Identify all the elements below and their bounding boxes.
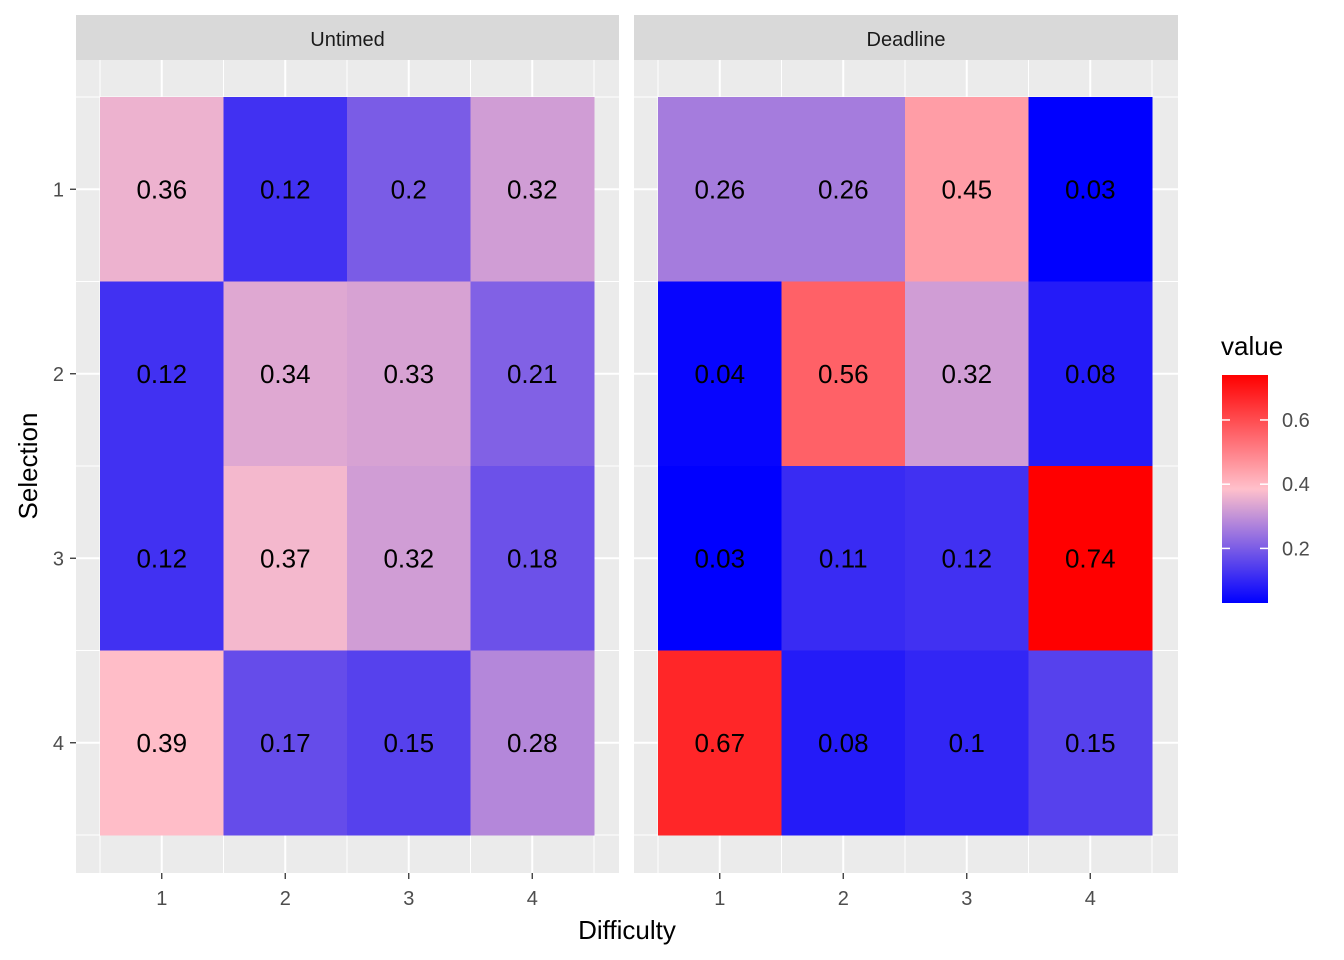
legend-tick-label: 0.6 bbox=[1282, 410, 1310, 432]
heatmap-cell-deadline-r2-c3 bbox=[905, 281, 1029, 467]
heatmap-cell-deadline-r1-c1 bbox=[658, 97, 782, 282]
heatmap-cell-deadline-r3-c4 bbox=[1028, 466, 1153, 651]
cell-value-label: 0.39 bbox=[136, 728, 187, 758]
cell-value-label: 0.36 bbox=[136, 174, 187, 204]
facet-strip-1 bbox=[634, 15, 1178, 60]
cell-value-label: 0.15 bbox=[383, 728, 434, 758]
heatmap-cell-deadline-r4-c3 bbox=[905, 650, 1029, 836]
cell-value-label: 0.32 bbox=[507, 174, 558, 204]
y-tick-label-1: 1 bbox=[53, 179, 64, 201]
cell-value-label: 0.04 bbox=[694, 359, 745, 389]
cell-value-label: 0.1 bbox=[949, 728, 985, 758]
heatmap-cell-deadline-r2-c1 bbox=[658, 281, 782, 467]
cell-value-label: 0.26 bbox=[694, 174, 745, 204]
y-tick-label-2: 2 bbox=[53, 364, 64, 386]
x-tick-label-3: 3 bbox=[961, 888, 972, 910]
cell-value-label: 0.12 bbox=[136, 359, 187, 389]
cell-value-label: 0.17 bbox=[260, 728, 311, 758]
y-tick-label-4: 4 bbox=[53, 733, 64, 755]
cell-value-label: 0.03 bbox=[694, 543, 745, 573]
heatmap-cell-untimed-r2-c2 bbox=[223, 281, 348, 467]
heatmap-cell-untimed-r3-c4 bbox=[470, 466, 595, 651]
x-tick-label-1: 1 bbox=[714, 888, 725, 910]
heatmap-cell-deadline-r1-c4 bbox=[1028, 97, 1153, 282]
x-tick-label-2: 2 bbox=[838, 888, 849, 910]
heatmap-cell-untimed-r3-c1 bbox=[100, 466, 224, 651]
heatmap-cell-deadline-r3-c3 bbox=[905, 466, 1029, 651]
cell-value-label: 0.11 bbox=[819, 543, 868, 573]
legend-tick-label: 0.4 bbox=[1282, 474, 1310, 496]
cell-value-label: 0.37 bbox=[260, 543, 311, 573]
legend-tick-label: 0.2 bbox=[1282, 538, 1310, 560]
cell-value-label: 0.26 bbox=[818, 174, 869, 204]
cell-value-label: 0.12 bbox=[136, 543, 187, 573]
cell-value-label: 0.32 bbox=[383, 543, 434, 573]
x-axis-title: Difficulty bbox=[578, 915, 676, 945]
cell-value-label: 0.12 bbox=[941, 543, 992, 573]
x-tick-label-2: 2 bbox=[280, 888, 291, 910]
heatmap-cell-deadline-r2-c4 bbox=[1028, 281, 1153, 467]
cell-value-label: 0.33 bbox=[383, 359, 434, 389]
cell-value-label: 0.21 bbox=[507, 359, 558, 389]
x-tick-label-1: 1 bbox=[156, 888, 167, 910]
heatmap-cell-untimed-r3-c2 bbox=[223, 466, 348, 651]
cell-value-label: 0.56 bbox=[818, 359, 869, 389]
facet-strip-label-1: Deadline bbox=[867, 29, 946, 51]
legend-title: value bbox=[1221, 331, 1283, 361]
heatmap-cell-deadline-r1-c2 bbox=[781, 97, 906, 282]
heatmap-cell-untimed-r4-c4 bbox=[470, 650, 595, 836]
legend-colorbar bbox=[1222, 375, 1268, 603]
heatmap-cell-deadline-r1-c3 bbox=[905, 97, 1029, 282]
cell-value-label: 0.15 bbox=[1065, 728, 1116, 758]
heatmap-cell-deadline-r4-c1 bbox=[658, 650, 782, 836]
heatmap-cell-untimed-r4-c3 bbox=[347, 650, 471, 836]
cell-value-label: 0.34 bbox=[260, 359, 311, 389]
facet-strip-label-0: Untimed bbox=[310, 29, 384, 51]
x-tick-label-3: 3 bbox=[403, 888, 414, 910]
x-tick-label-4: 4 bbox=[1085, 888, 1096, 910]
heatmap-cell-deadline-r4-c2 bbox=[781, 650, 906, 836]
y-axis-title: Selection bbox=[13, 413, 43, 520]
heatmap-cell-deadline-r4-c4 bbox=[1028, 650, 1153, 836]
heatmap-cell-untimed-r4-c2 bbox=[223, 650, 348, 836]
heatmap-cell-untimed-r1-c4 bbox=[470, 97, 595, 282]
heatmap-cell-untimed-r1-c3 bbox=[347, 97, 471, 282]
heatmap-cell-deadline-r2-c2 bbox=[781, 281, 906, 467]
facet-strip-0 bbox=[76, 15, 619, 60]
cell-value-label: 0.12 bbox=[260, 174, 311, 204]
y-tick-label-3: 3 bbox=[53, 548, 64, 570]
heatmap-cell-untimed-r2-c3 bbox=[347, 281, 471, 467]
heatmap-cell-untimed-r1-c1 bbox=[100, 97, 224, 282]
cell-value-label: 0.32 bbox=[941, 359, 992, 389]
cell-value-label: 0.08 bbox=[1065, 359, 1116, 389]
heatmap-cell-deadline-r3-c1 bbox=[658, 466, 782, 651]
cell-value-label: 0.74 bbox=[1065, 543, 1116, 573]
cell-value-label: 0.67 bbox=[694, 728, 745, 758]
cell-value-label: 0.18 bbox=[507, 543, 558, 573]
cell-value-label: 0.45 bbox=[941, 174, 992, 204]
heatmap-cell-deadline-r3-c2 bbox=[781, 466, 906, 651]
cell-value-label: 0.28 bbox=[507, 728, 558, 758]
heatmap-cell-untimed-r2-c4 bbox=[470, 281, 595, 467]
x-tick-label-4: 4 bbox=[527, 888, 538, 910]
cell-value-label: 0.03 bbox=[1065, 174, 1116, 204]
cell-value-label: 0.2 bbox=[391, 174, 427, 204]
heatmap-cell-untimed-r1-c2 bbox=[223, 97, 348, 282]
heatmap-cell-untimed-r3-c3 bbox=[347, 466, 471, 651]
heatmap-cell-untimed-r2-c1 bbox=[100, 281, 224, 467]
heatmap-cell-untimed-r4-c1 bbox=[100, 650, 224, 836]
cell-value-label: 0.08 bbox=[818, 728, 869, 758]
